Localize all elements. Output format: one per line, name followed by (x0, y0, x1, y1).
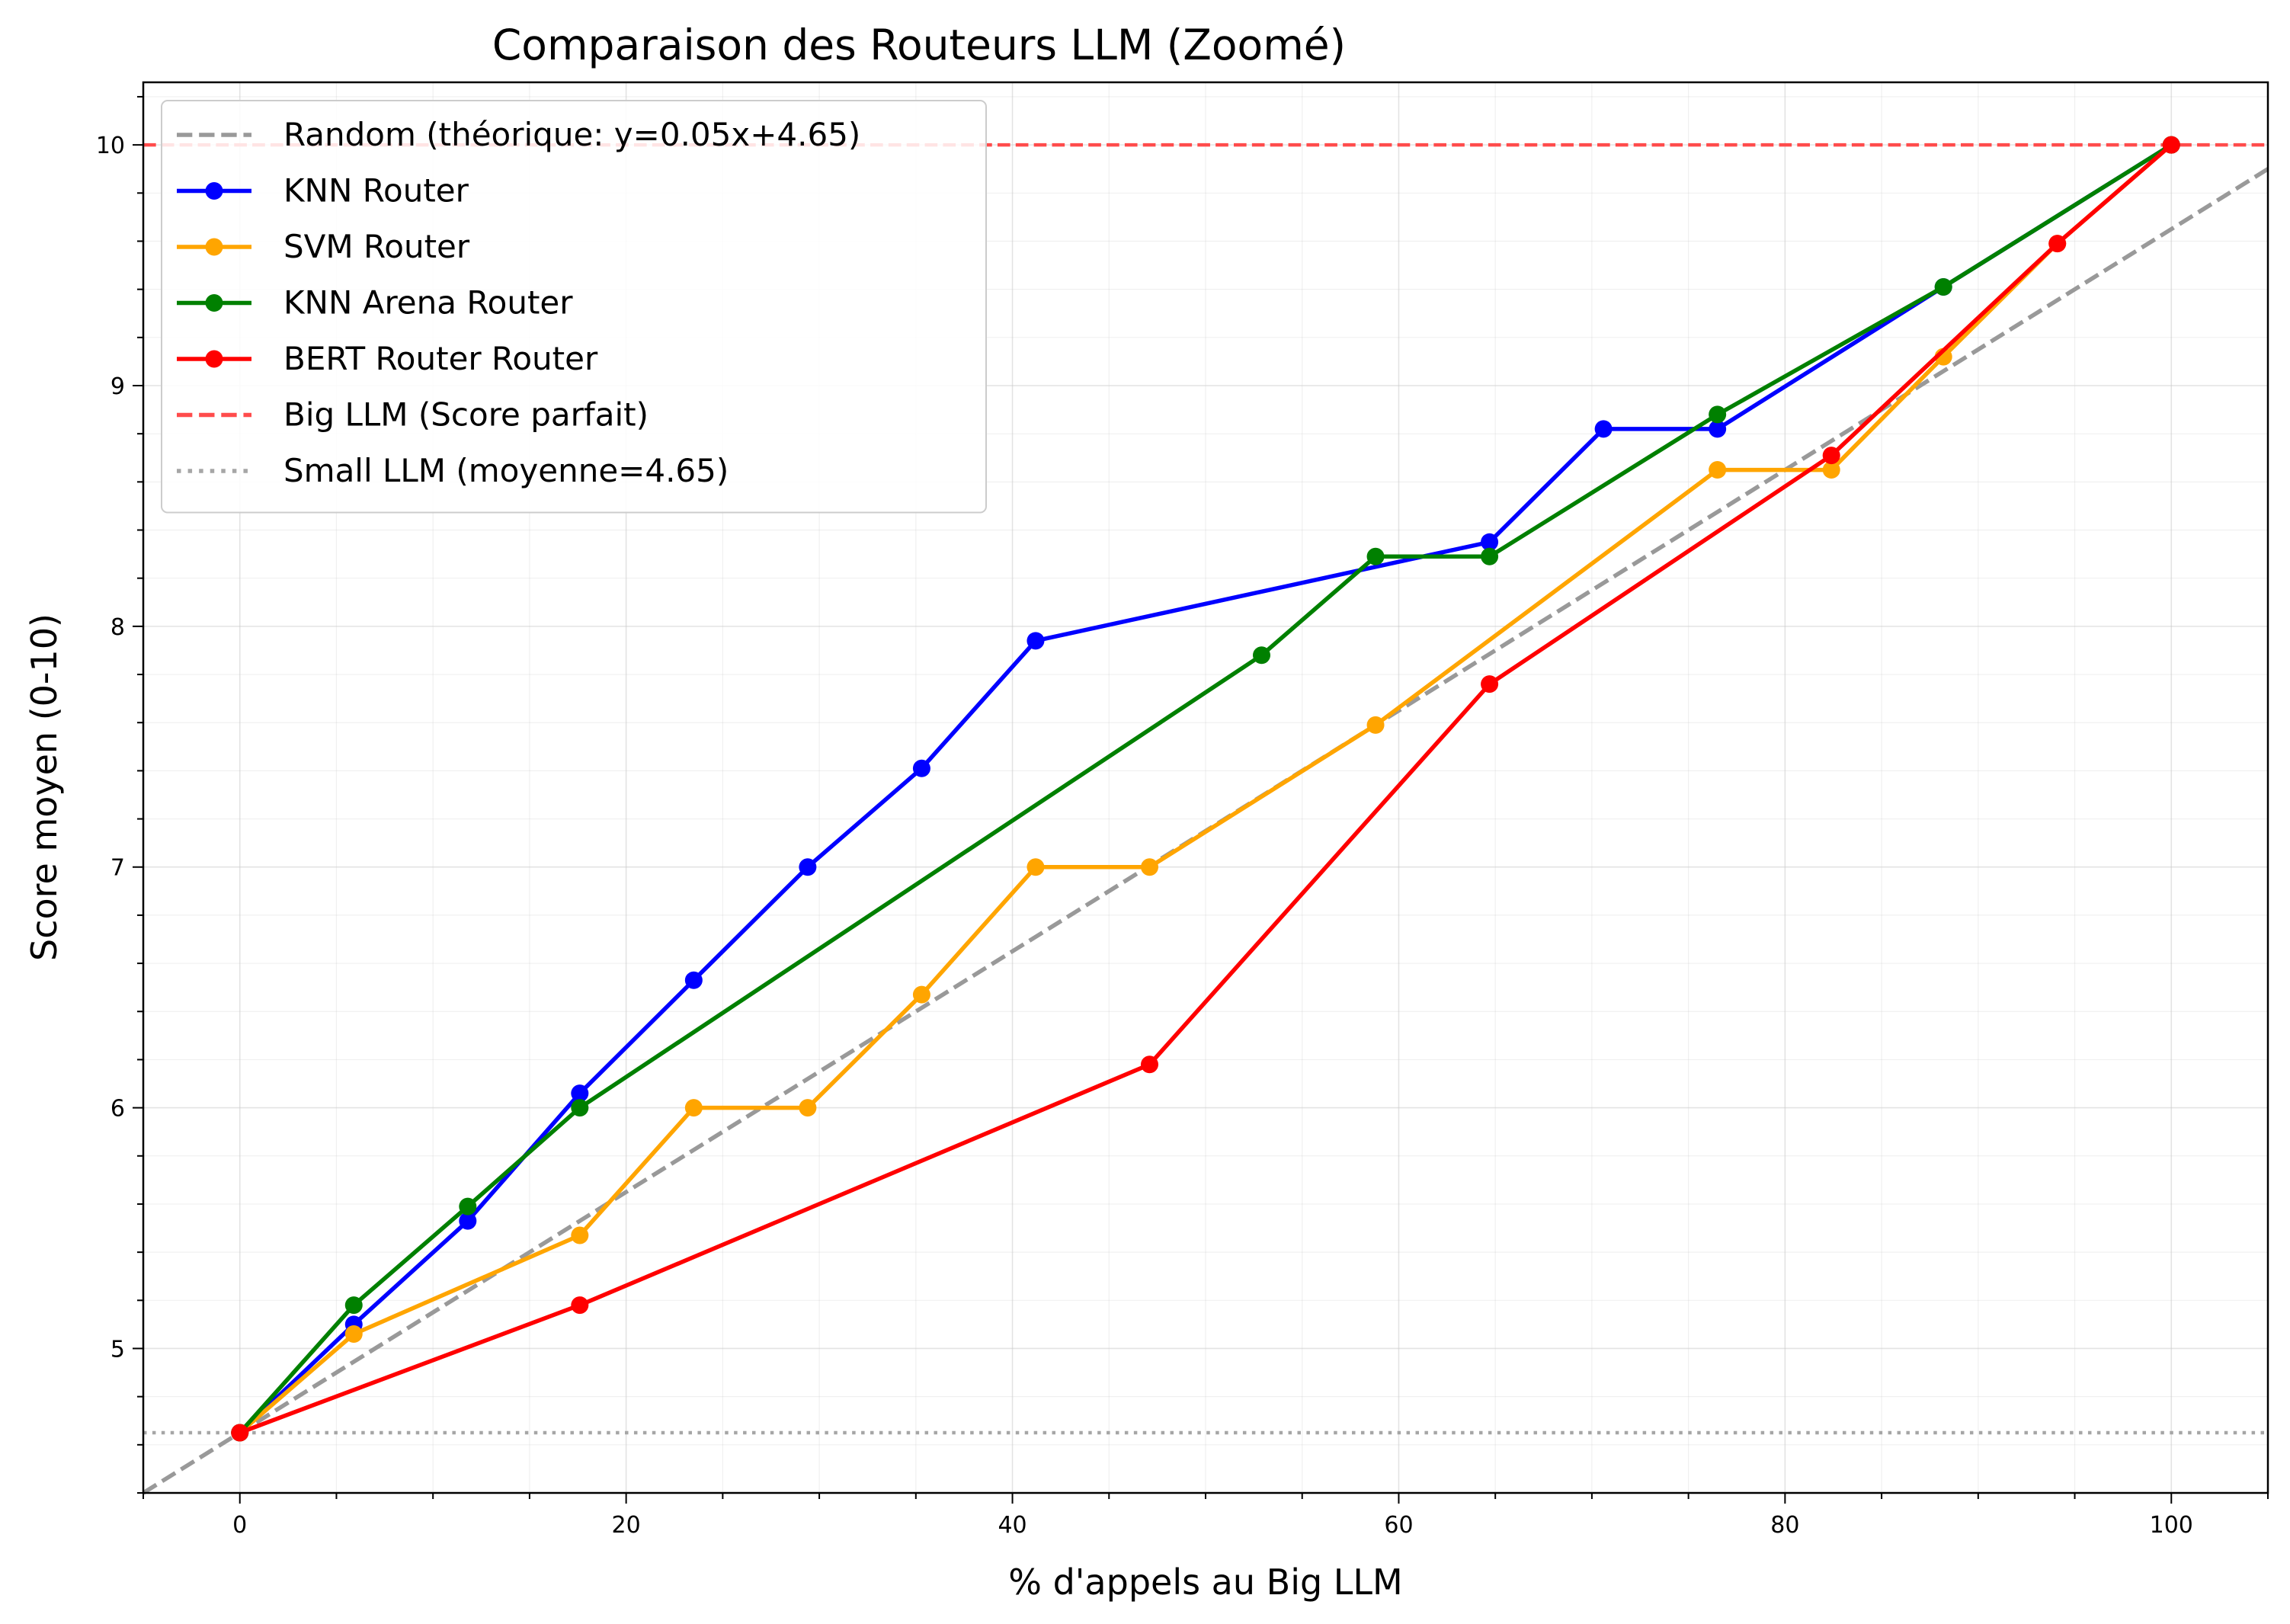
y-axis-label: Score moyen (0-10) (24, 613, 65, 961)
data-point (571, 1099, 589, 1117)
legend-label: BERT Router Router (283, 340, 598, 377)
data-point (1366, 547, 1385, 565)
data-point (344, 1325, 363, 1344)
axis-ticks: 0 20 40 60 80 100 5 6 7 8 9 10 (96, 95, 2269, 1539)
legend-entry: Big LLM (Score parfait) (177, 396, 649, 434)
x-tick-label: 80 (1770, 1512, 1799, 1539)
data-point (912, 759, 930, 777)
data-point (1709, 461, 1727, 479)
x-axis-label: % d'appels au Big LLM (1008, 1562, 1403, 1603)
data-point (1822, 447, 1840, 465)
legend-label: KNN Arena Router (283, 284, 573, 322)
series-line-2 (238, 143, 2173, 1435)
legend-entry: BERT Router Router (177, 340, 598, 377)
x-tick-label: 100 (2150, 1512, 2193, 1539)
legend-marker (205, 182, 223, 200)
data-point (1709, 405, 1727, 424)
x-tick-label: 40 (998, 1512, 1026, 1539)
legend-entry: Small LLM (moyenne=4.65) (177, 452, 729, 489)
data-point (571, 1296, 589, 1315)
data-point (1934, 277, 1952, 296)
legend-label: KNN Router (283, 172, 469, 210)
data-point (1481, 547, 1499, 565)
legend-entry: Random (théorique: y=0.05x+4.65) (177, 116, 860, 153)
series-lines (142, 136, 2269, 1495)
data-point (1481, 675, 1499, 693)
x-tick-label: 0 (232, 1512, 247, 1539)
data-point (344, 1296, 363, 1315)
legend-marker (205, 294, 223, 312)
data-point (684, 1099, 703, 1117)
data-point (912, 985, 930, 1004)
series-3 (231, 136, 2180, 1442)
data-point (1594, 420, 1613, 438)
data-point (1140, 858, 1158, 876)
data-point (1709, 420, 1727, 438)
data-point (1822, 461, 1840, 479)
data-point (799, 858, 817, 876)
series-4 (231, 136, 2180, 1442)
data-point (1140, 1055, 1158, 1074)
data-point (1026, 858, 1045, 876)
data-point (459, 1197, 477, 1216)
y-tick-label: 7 (110, 855, 125, 882)
data-point (459, 1212, 477, 1230)
legend-entry: KNN Arena Router (177, 284, 573, 322)
data-point (1481, 533, 1499, 551)
chart-title: Comparaison des Routeurs LLM (Zoomé) (492, 21, 1346, 69)
legend-label: SVM Router (283, 228, 470, 265)
legend-box (161, 100, 987, 514)
y-tick-label: 6 (110, 1096, 125, 1123)
data-point (684, 971, 703, 989)
y-tick-label: 8 (110, 614, 125, 641)
data-point (2048, 235, 2067, 253)
legend-entry: SVM Router (177, 228, 470, 265)
data-point (1026, 632, 1045, 650)
x-tick-label: 20 (612, 1512, 641, 1539)
series-line-3 (238, 143, 2173, 1434)
data-point (799, 1099, 817, 1117)
legend-label: Big LLM (Score parfait) (283, 396, 649, 434)
y-tick-label: 9 (110, 373, 125, 400)
data-point (571, 1084, 589, 1103)
data-point (231, 1424, 249, 1442)
data-point (571, 1226, 589, 1244)
legend-marker (205, 238, 223, 256)
legend-entry: KNN Router (177, 172, 469, 210)
x-tick-label: 60 (1384, 1512, 1413, 1539)
data-point (1253, 646, 1271, 665)
legend-marker (205, 350, 223, 368)
legend: Random (théorique: y=0.05x+4.65) KNN Rout… (161, 100, 987, 514)
y-tick-label: 10 (96, 133, 125, 159)
legend-label: Small LLM (moyenne=4.65) (283, 452, 729, 489)
legend-label: Random (théorique: y=0.05x+4.65) (283, 116, 860, 153)
data-point (1366, 716, 1385, 734)
y-tick-label: 5 (110, 1336, 125, 1363)
data-point (2162, 136, 2180, 154)
